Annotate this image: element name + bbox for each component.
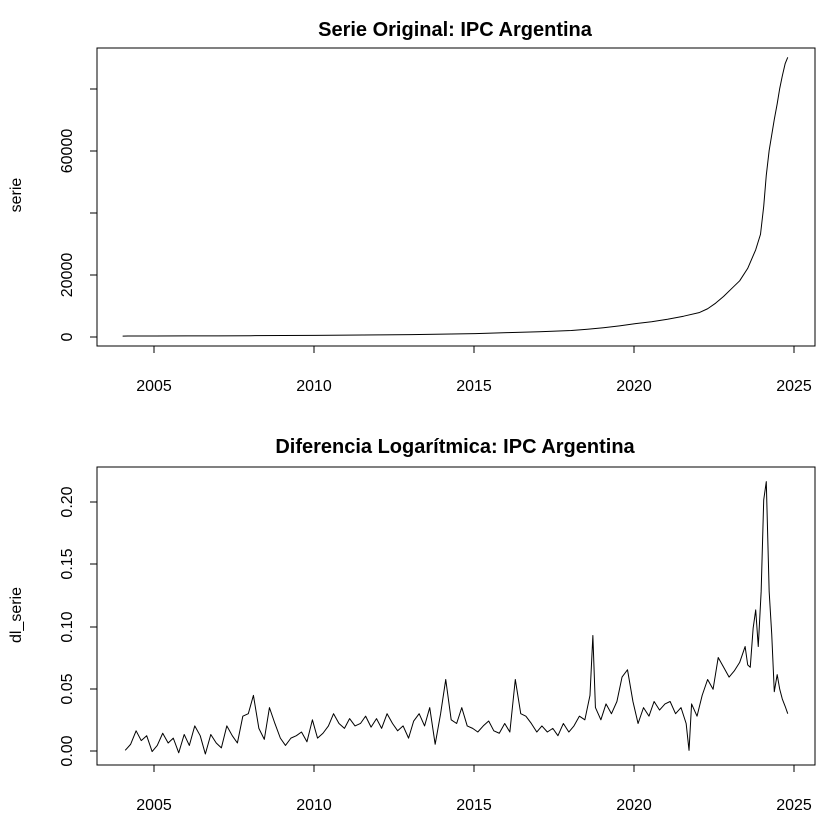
y-tick-label: 0.20 — [59, 486, 76, 517]
panel-diferencia-logaritmica: Diferencia Logarítmica: IPC Argentina dl… — [8, 436, 816, 814]
x-tick-label: 2025 — [776, 797, 812, 814]
x-tick-label: 2020 — [616, 797, 652, 814]
y-axis-label-top: serie — [8, 178, 25, 213]
x-tick-label: 2015 — [456, 797, 492, 814]
y-axis-top: 0 20000 60000 — [59, 88, 98, 341]
y-tick-label: 0 — [59, 332, 76, 341]
x-tick-label: 2010 — [296, 797, 332, 814]
x-tick-label: 2015 — [456, 378, 492, 395]
series-line-ipc — [122, 57, 789, 337]
y-axis-bottom: 0.00 0.05 0.10 0.15 0.20 — [59, 486, 98, 767]
y-tick-label: 20000 — [59, 253, 76, 298]
y-tick-label: 0.15 — [59, 548, 76, 579]
chart-title-top: Serie Original: IPC Argentina — [318, 19, 593, 41]
y-tick-label: 0.05 — [59, 673, 76, 704]
x-tick-label: 2005 — [136, 797, 172, 814]
series-line-dl-ipc — [124, 481, 789, 755]
x-tick-label: 2020 — [616, 378, 652, 395]
x-tick-label: 2005 — [136, 378, 172, 395]
x-axis-bottom: 2005 2010 2015 2020 2025 — [136, 764, 812, 814]
x-tick-label: 2025 — [776, 378, 812, 395]
y-tick-label: 0.00 — [59, 735, 76, 766]
y-tick-label: 0.10 — [59, 611, 76, 642]
x-axis-top: 2005 2010 2015 2020 2025 — [136, 345, 812, 395]
chart-title-bottom: Diferencia Logarítmica: IPC Argentina — [275, 436, 635, 458]
y-tick-label: 60000 — [59, 129, 76, 174]
plot-frame-bottom — [96, 466, 816, 766]
plot-frame-top — [96, 47, 816, 347]
panel-serie-original: Serie Original: IPC Argentina serie 2005… — [8, 19, 816, 395]
x-tick-label: 2010 — [296, 378, 332, 395]
y-axis-label-bottom: dl_serie — [8, 587, 25, 643]
